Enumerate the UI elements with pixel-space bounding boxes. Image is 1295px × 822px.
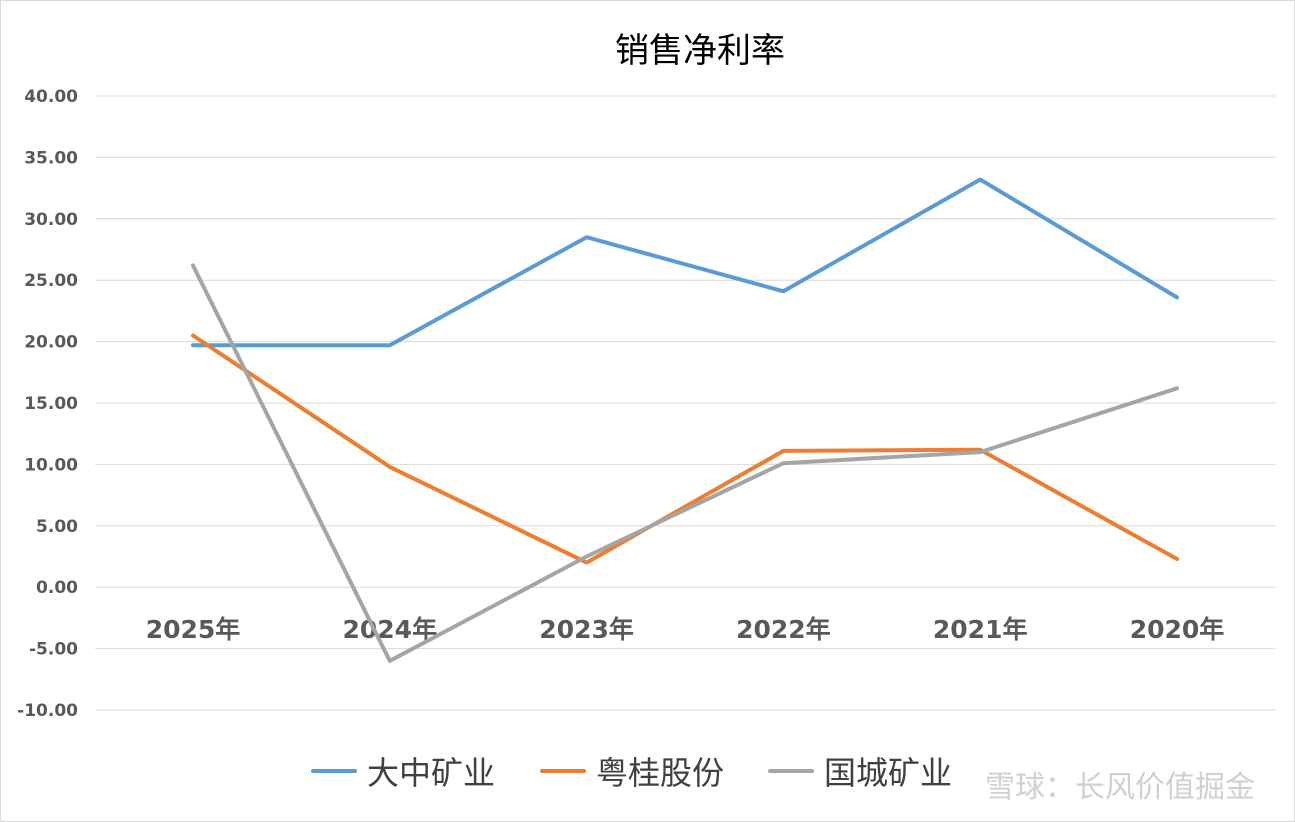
legend-label: 粤桂股份 <box>596 754 724 792</box>
x-tick-label: 2022年 <box>736 615 831 644</box>
x-tick-label: 2025年 <box>146 615 241 644</box>
y-tick-label: 0.00 <box>36 578 78 598</box>
y-tick-label: -5.00 <box>29 640 78 660</box>
y-tick-label: 10.00 <box>24 455 78 475</box>
y-tick-label: 35.00 <box>24 148 78 168</box>
y-tick-label: 15.00 <box>24 394 78 414</box>
y-tick-label: 5.00 <box>36 517 78 537</box>
y-tick-label: 30.00 <box>24 210 78 230</box>
legend: 大中矿业 粤桂股份 国城矿业 <box>311 754 952 792</box>
chart-title: 销售净利率 <box>615 31 785 71</box>
legend-label: 大中矿业 <box>367 754 495 792</box>
y-tick-label: 40.00 <box>24 87 78 107</box>
gridlines <box>95 95 1275 711</box>
x-tick-label: 2020年 <box>1130 615 1225 644</box>
x-tick-label: 2021年 <box>933 615 1028 644</box>
y-axis-tick-labels: 40.00 35.00 30.00 25.00 20.00 15.00 10.00 5.00 0… <box>17 87 78 721</box>
series-line-2 <box>191 333 1179 565</box>
series-line-3 <box>191 263 1179 663</box>
watermark: 雪球：长风价值掘金 <box>985 770 1255 805</box>
legend-label: 国城矿业 <box>824 754 952 792</box>
x-tick-label: 2024年 <box>343 615 438 644</box>
y-tick-label: 20.00 <box>24 333 78 353</box>
x-axis-tick-labels: 2025年 2024年 2023年 2022年 2021年 2020年 <box>146 615 1225 644</box>
y-tick-label: 25.00 <box>24 271 78 291</box>
series-lines <box>191 177 1179 663</box>
series-line-1 <box>191 177 1179 348</box>
y-tick-label: -10.00 <box>17 701 78 721</box>
x-tick-label: 2023年 <box>539 615 634 644</box>
